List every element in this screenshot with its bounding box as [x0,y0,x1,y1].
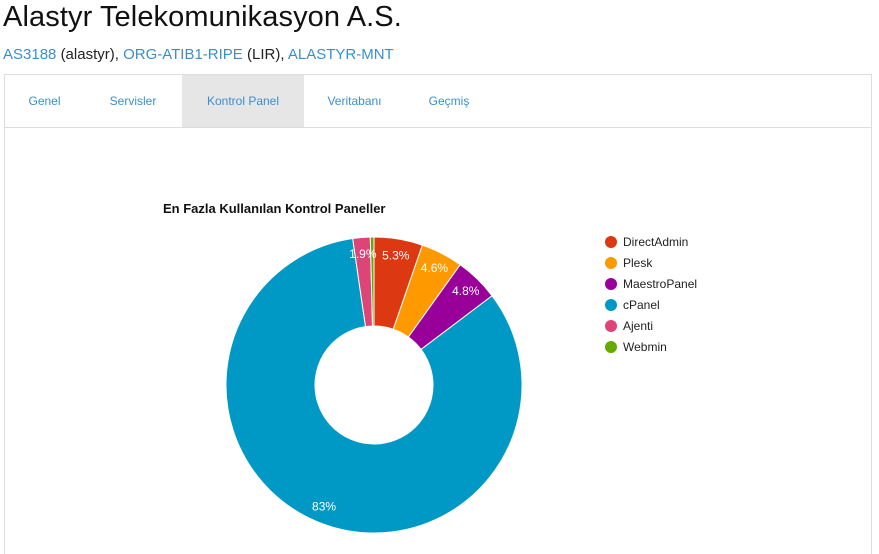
tab-genel[interactable]: Genel [28,94,61,108]
donut-slices [225,236,523,534]
donut-slice-labels: 5.3% 4.6%4.8% 83% 1.9% [312,247,480,514]
org-type: (LIR), [247,46,285,63]
legend-label-ajenti: Ajenti [623,319,653,333]
legend-marker-cpanel [605,299,617,311]
legend-label-webmin: Webmin [623,340,667,354]
legend-marker-directadmin [605,236,617,248]
asn-handle: (alastyr), [60,46,119,63]
slice-label-maestropanel: 4.8% [452,284,480,298]
tab-servisler[interactable]: Servisler [109,94,157,108]
legend-item-plesk[interactable]: Plesk [605,256,653,270]
slice-label-ajenti: 1.9% [349,247,377,261]
legend-item-webmin[interactable]: Webmin [605,340,667,354]
legend-label-plesk: Plesk [623,256,653,270]
asn-link[interactable]: AS3188 [3,46,57,63]
legend-label-directadmin: DirectAdmin [623,235,688,249]
legend-label-cpanel: cPanel [623,298,660,312]
chart-title: En Fazla Kullanılan Kontrol Paneller [163,201,386,216]
mnt-link[interactable]: ALASTYR-MNT [287,46,394,63]
page-title: Alastyr Telekomunikasyon A.S. [3,1,402,33]
legend-marker-webmin [605,341,617,353]
slice-label-directadmin: 5.3% [382,248,410,262]
chart-legend: DirectAdmin Plesk MaestroPanel cPanel Ajenti… [605,235,697,354]
tab-bar: Genel Servisler Kontrol Panel Veritabanı… [5,75,871,128]
slice-webmin[interactable] [369,236,375,327]
tab-veritabani[interactable]: Veritabanı [327,94,382,108]
legend-label-maestropanel: MaestroPanel [623,277,697,291]
slice-label-cpanel: 83% [312,500,336,514]
slice-cpanel[interactable] [225,237,523,534]
legend-item-ajenti[interactable]: Ajenti [605,319,653,333]
legend-item-directadmin[interactable]: DirectAdmin [605,235,688,249]
legend-marker-ajenti [605,320,617,332]
content-panel: Genel Servisler Kontrol Panel Veritabanı… [4,74,872,554]
org-link[interactable]: ORG-ATIB1-RIPE [123,46,243,63]
legend-item-cpanel[interactable]: cPanel [605,298,660,312]
tab-kontrol-panel[interactable]: Kontrol Panel [182,75,304,127]
subtitle-line: AS3188 (alastyr), ORG-ATIB1-RIPE (LIR), … [3,46,394,64]
legend-item-maestropanel[interactable]: MaestroPanel [605,277,697,291]
legend-marker-plesk [605,257,617,269]
tab-gecmis[interactable]: Geçmiş [428,94,470,108]
slice-label-plesk: 4.6% [421,261,449,275]
legend-marker-maestropanel [605,278,617,290]
